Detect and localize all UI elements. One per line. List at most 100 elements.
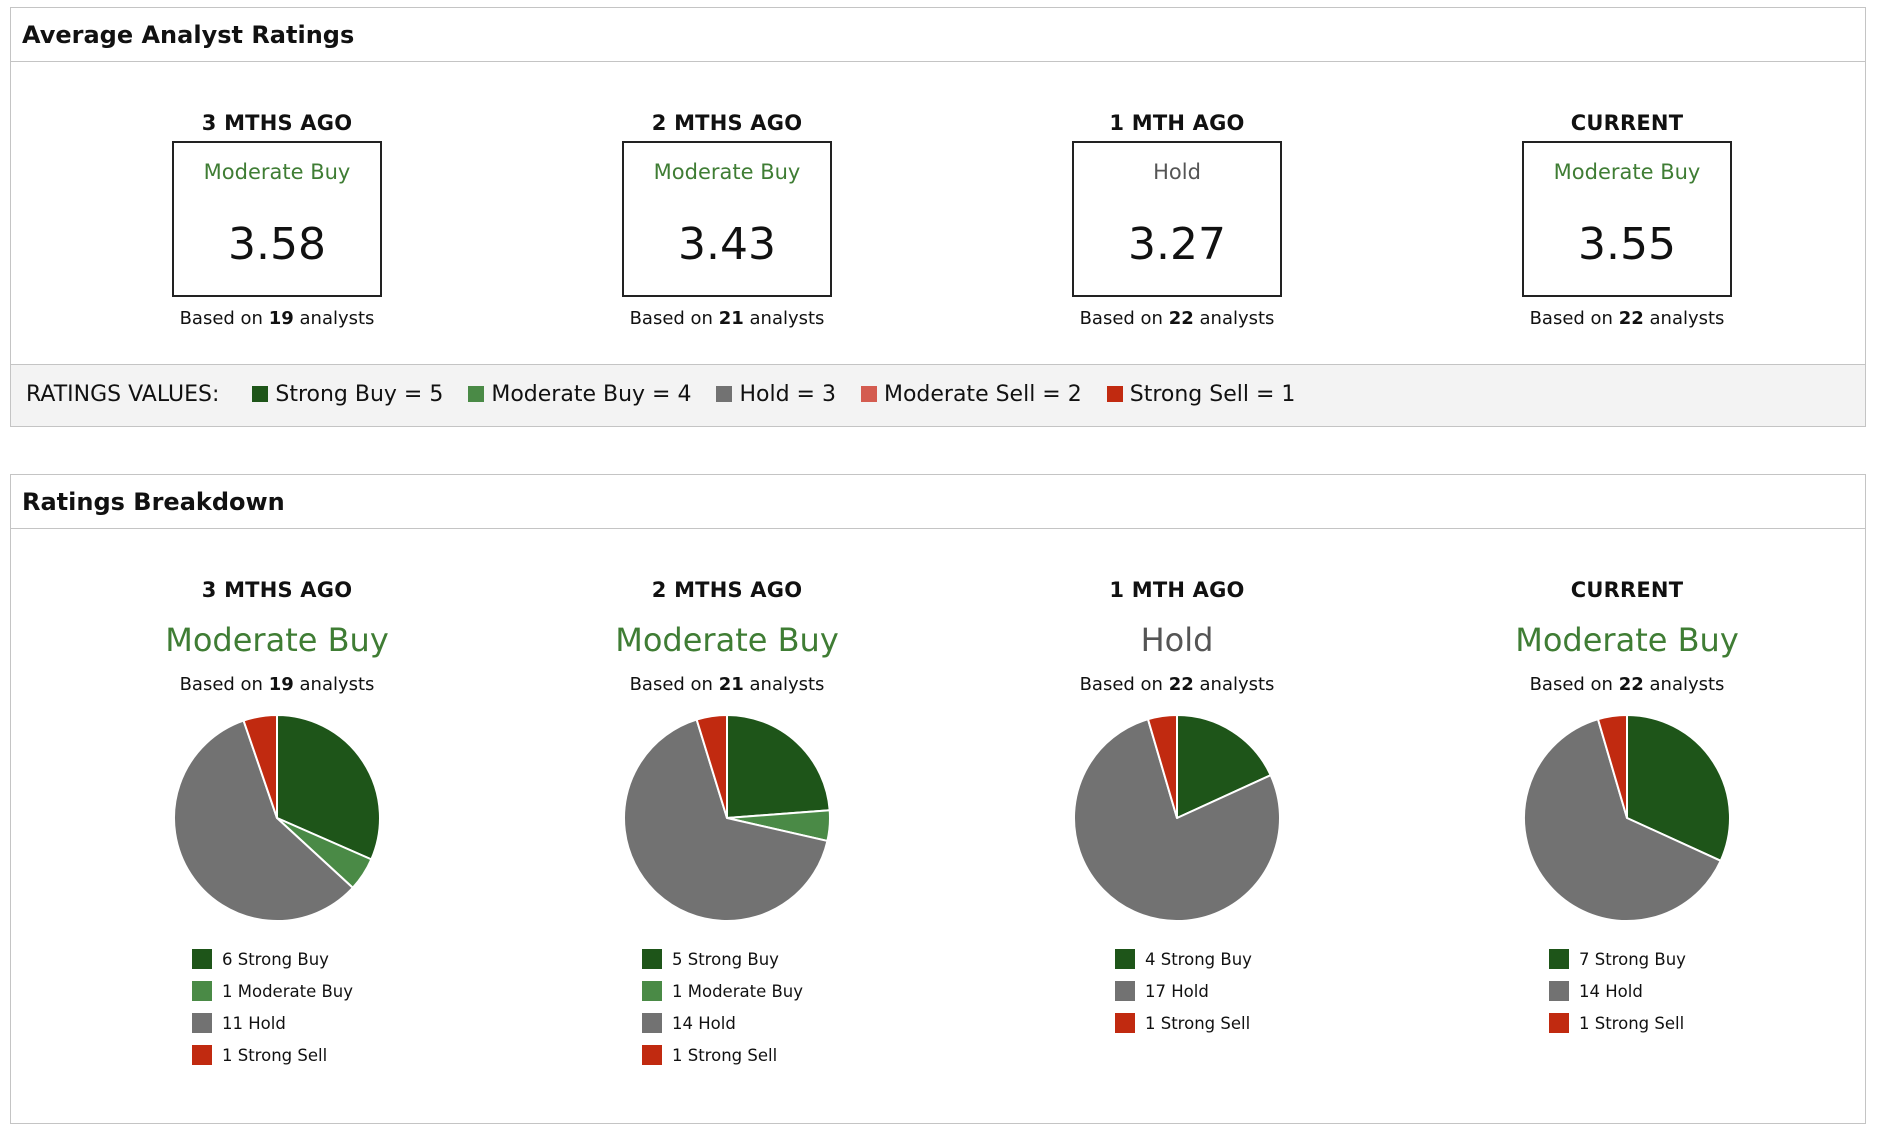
period-label: CURRENT (1570, 111, 1684, 135)
breakdown-column-0: 3 MTHS AGO Moderate Buy Based on 19 anal… (77, 578, 477, 1077)
analyst-count: 22 (1168, 674, 1194, 695)
legend-text: 6 Strong Buy (222, 950, 329, 969)
pie-slice-hold (623, 718, 829, 922)
analyst-count: 21 (718, 308, 744, 329)
avg-column-0: 3 MTHS AGO Moderate Buy 3.58 Based on 19… (77, 111, 477, 329)
legend-item-moderate-buy: Moderate Buy = 4 (468, 382, 691, 407)
rating-label: Moderate Buy (1553, 160, 1701, 184)
breakdown-rating-label: Moderate Buy (1515, 621, 1739, 659)
legend-text: Strong Sell = 1 (1129, 382, 1296, 407)
analyst-count: 21 (718, 674, 744, 695)
pie-legend-item-strong-sell: 1 Strong Sell (1115, 1013, 1377, 1045)
legend-swatch (192, 981, 212, 1001)
based-suffix: analysts (299, 674, 375, 695)
rating-score: 3.55 (1578, 219, 1676, 270)
rating-score: 3.43 (678, 219, 776, 270)
breakdown-column-1: 2 MTHS AGO Moderate Buy Based on 21 anal… (527, 578, 927, 1077)
based-suffix: analysts (1199, 674, 1275, 695)
pie-slice-strong-buy (1626, 714, 1731, 862)
legend-swatch (642, 1045, 662, 1065)
pie-legend-item-strong-buy: 5 Strong Buy (642, 949, 927, 981)
legend-swatch (1549, 1013, 1569, 1033)
pie-legend-item-strong-buy: 6 Strong Buy (192, 949, 477, 981)
legend-text: 17 Hold (1145, 982, 1209, 1001)
legend-swatch (192, 1045, 212, 1065)
based-prefix: Based on (1529, 674, 1613, 695)
analyst-count: 19 (268, 308, 294, 329)
analyst-count-text: Based on 22 analysts (1427, 308, 1827, 329)
legend-text: Strong Buy = 5 (275, 382, 444, 407)
pie-legend-item-hold: 17 Hold (1115, 981, 1377, 1013)
legend-swatch (642, 1013, 662, 1033)
legend-text: 1 Moderate Buy (672, 982, 804, 1001)
legend-item-moderate-sell: Moderate Sell = 2 (860, 382, 1082, 407)
based-prefix: Based on (629, 308, 713, 329)
pie-slice-strong-sell (242, 714, 278, 819)
pie-legend: 6 Strong Buy 1 Moderate Buy 11 Hold 1 Stron… (192, 949, 477, 1077)
legend-swatch (1549, 981, 1569, 1001)
pie-legend-item-hold: 14 Hold (642, 1013, 927, 1045)
legend-text: 14 Hold (672, 1014, 736, 1033)
based-suffix: analysts (299, 308, 375, 329)
ratings-breakdown-title: Ratings Breakdown (11, 475, 1865, 529)
pie-legend-item-hold: 11 Hold (192, 1013, 477, 1045)
pie-chart (1523, 714, 1731, 922)
breakdown-rating-label: Moderate Buy (615, 621, 839, 659)
pie-legend-item-strong-buy: 4 Strong Buy (1115, 949, 1377, 981)
breakdown-column-2: 1 MTH AGO Hold Based on 22 analysts 4 St… (977, 578, 1377, 1045)
analyst-count-text: Based on 19 analysts (77, 674, 477, 695)
pie-legend: 5 Strong Buy 1 Moderate Buy 14 Hold 1 Stron… (642, 949, 927, 1077)
analyst-count-text: Based on 22 analysts (1427, 674, 1827, 695)
average-ratings-title: Average Analyst Ratings (11, 8, 1865, 62)
legend-swatch (1549, 949, 1569, 969)
legend-text: 14 Hold (1579, 982, 1643, 1001)
rating-box: Hold 3.27 (1072, 141, 1282, 297)
based-suffix: analysts (1649, 674, 1725, 695)
legend-text: 5 Strong Buy (672, 950, 779, 969)
pie-chart (623, 714, 831, 922)
breakdown-rating-label: Hold (1140, 621, 1214, 659)
pie-slice-strong-sell (1596, 714, 1628, 819)
rating-label: Moderate Buy (203, 160, 351, 184)
legend-text: 4 Strong Buy (1145, 950, 1252, 969)
analyst-count-text: Based on 19 analysts (77, 308, 477, 329)
avg-column-3: CURRENT Moderate Buy 3.55 Based on 22 an… (1427, 111, 1827, 329)
rating-label: Moderate Buy (653, 160, 801, 184)
ratings-breakdown-panel: Ratings Breakdown 3 MTHS AGO Moderate Bu… (10, 474, 1866, 1124)
pie-slice-hold (1073, 718, 1281, 922)
pie-slice-strong-buy (276, 714, 381, 861)
legend-swatch (1115, 1013, 1135, 1033)
analyst-count-text: Based on 22 analysts (977, 674, 1377, 695)
breakdown-column-3: CURRENT Moderate Buy Based on 22 analyst… (1427, 578, 1827, 1045)
period-label: 3 MTHS AGO (201, 111, 353, 135)
legend-text: 1 Strong Sell (222, 1046, 328, 1065)
rating-box: Moderate Buy 3.43 (622, 141, 832, 297)
legend-text: 7 Strong Buy (1579, 950, 1686, 969)
legend-text: 1 Strong Sell (672, 1046, 778, 1065)
ratings-values-legend: RATINGS VALUES: Strong Buy = 5 Moderate … (11, 364, 1865, 426)
ratings-values-title: RATINGS VALUES: (26, 382, 220, 407)
legend-swatch (1115, 949, 1135, 969)
pie-legend-item-strong-sell: 1 Strong Sell (192, 1045, 477, 1077)
analyst-count-text: Based on 22 analysts (977, 308, 1377, 329)
analyst-count: 22 (1618, 674, 1644, 695)
rating-box: Moderate Buy 3.58 (172, 141, 382, 297)
legend-swatch (192, 1013, 212, 1033)
swatch-moderate-buy (468, 386, 485, 402)
legend-text: 11 Hold (222, 1014, 286, 1033)
pie-chart-container (977, 713, 1377, 933)
rating-box: Moderate Buy 3.55 (1522, 141, 1732, 297)
based-prefix: Based on (1529, 308, 1613, 329)
pie-legend-item-strong-sell: 1 Strong Sell (642, 1045, 927, 1077)
legend-swatch (642, 981, 662, 1001)
analyst-count: 22 (1618, 308, 1644, 329)
avg-column-2: 1 MTH AGO Hold 3.27 Based on 22 analysts (977, 111, 1377, 329)
pie-slice-hold (173, 719, 354, 922)
period-label: 1 MTH AGO (1109, 578, 1245, 602)
analyst-count: 19 (268, 674, 294, 695)
analyst-count: 22 (1168, 308, 1194, 329)
period-label: 2 MTHS AGO (651, 578, 803, 602)
period-label: 2 MTHS AGO (651, 111, 803, 135)
legend-text: Hold = 3 (739, 382, 836, 407)
average-ratings-panel: Average Analyst Ratings 3 MTHS AGO Moder… (10, 7, 1866, 427)
